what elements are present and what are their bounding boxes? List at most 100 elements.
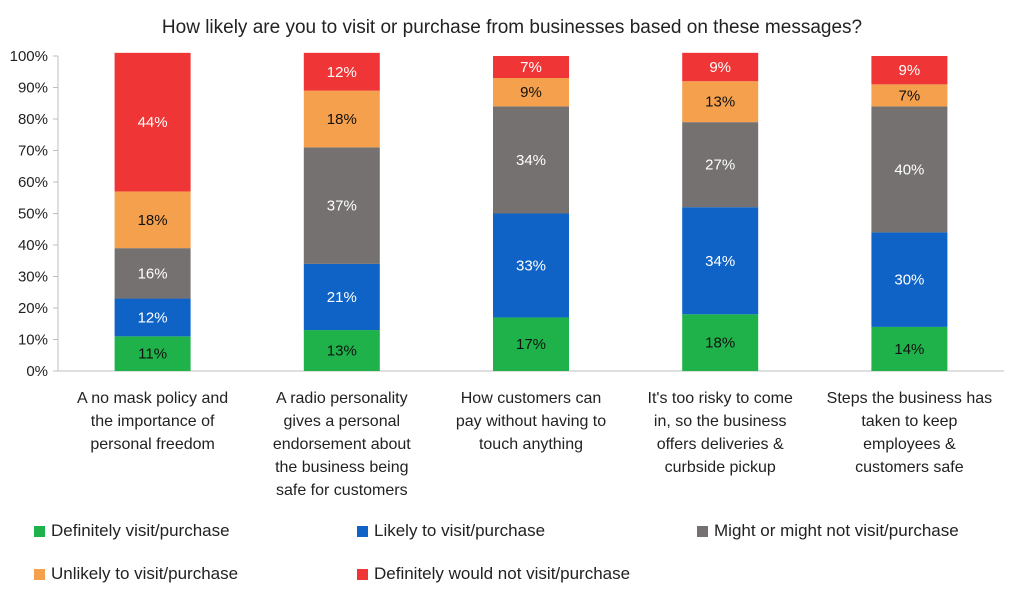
bar-segment: [493, 56, 569, 79]
bar-segment: [303, 90, 380, 148]
bar-segment: [114, 298, 191, 337]
bar-segment: [493, 213, 569, 318]
data-label: 17%: [516, 336, 546, 353]
category-label: the importance of: [91, 413, 215, 430]
data-label: 18%: [705, 335, 735, 352]
y-tick-label: 80%: [18, 111, 48, 128]
data-label: 14%: [894, 341, 924, 358]
bar-segment: [871, 106, 948, 233]
data-label: 18%: [327, 111, 357, 128]
category-label: A no mask policy and: [77, 390, 228, 407]
data-label: 12%: [327, 64, 357, 81]
bar-segment: [303, 52, 380, 91]
data-label: 9%: [520, 84, 542, 101]
data-label: 37%: [327, 198, 357, 215]
data-label: 12%: [138, 309, 168, 326]
legend-label: Definitely visit/purchase: [51, 521, 230, 540]
y-tick-label: 90%: [18, 80, 48, 97]
data-label: 27%: [705, 157, 735, 174]
y-tick-label: 0%: [26, 363, 48, 380]
legend-swatch: [34, 568, 45, 580]
bar-segment: [114, 336, 191, 371]
category-label: employees &: [863, 436, 956, 453]
category-label: taken to keep: [861, 413, 957, 430]
bar-segment: [871, 84, 948, 107]
chart-plot-area: How likely are you to visit or purchase …: [10, 17, 1004, 499]
y-tick-label: 50%: [18, 206, 48, 223]
category-label: curbside pickup: [665, 459, 776, 476]
y-tick-label: 30%: [18, 269, 48, 286]
legend-label: Unlikely to visit/purchase: [51, 564, 239, 583]
bar-segment: [303, 263, 380, 331]
y-tick-label: 60%: [18, 174, 48, 191]
legend-swatch: [697, 525, 708, 537]
category-label: pay without having to: [456, 413, 606, 430]
data-label: 21%: [327, 289, 357, 306]
category-label: Steps the business has: [827, 390, 992, 407]
data-label: 13%: [705, 94, 735, 111]
category-label: safe for customers: [276, 482, 408, 499]
category-label: A radio personality: [276, 390, 408, 407]
data-label: 30%: [894, 272, 924, 289]
data-label: 7%: [899, 87, 921, 104]
y-tick-label: 70%: [18, 143, 48, 160]
data-label: 9%: [899, 62, 921, 79]
data-label: 11%: [138, 346, 167, 363]
bar-segment: [871, 326, 948, 371]
bar-segment: [114, 191, 191, 249]
bar-segment: [303, 330, 380, 371]
category-label: the business being: [275, 459, 408, 476]
bar-segment: [114, 52, 191, 192]
chart-title: How likely are you to visit or purchase …: [162, 17, 862, 38]
category-label: touch anything: [479, 436, 583, 453]
bar-segment: [871, 56, 948, 85]
data-label: 34%: [705, 253, 735, 270]
legend-item: Definitely visit/purchase: [34, 521, 230, 541]
bar-segment: [682, 122, 759, 208]
data-label: 9%: [709, 59, 731, 76]
data-label: 7%: [520, 59, 542, 76]
category-label: gives a personal: [284, 413, 401, 430]
category-labels: A no mask policy and the importance of per…: [77, 390, 992, 499]
category-label: It's too risky to come: [648, 390, 793, 407]
legend-label: Likely to visit/purchase: [374, 521, 546, 540]
bar-segment: [682, 314, 759, 371]
data-label: 44%: [138, 114, 168, 131]
data-label: 16%: [138, 265, 168, 282]
category-label: How customers can: [461, 390, 602, 407]
data-label: 13%: [327, 343, 357, 360]
bar-segment: [682, 207, 759, 315]
y-tick-label: 40%: [18, 237, 48, 254]
data-label: 40%: [894, 161, 924, 178]
y-axis: 0% 10% 20% 30% 40% 50% 60% 70% 80% 90% 100%: [10, 48, 1004, 380]
legend-swatch: [357, 525, 368, 537]
data-label: 18%: [138, 212, 168, 229]
legend-swatch: [34, 525, 45, 537]
y-tick-label: 20%: [18, 300, 48, 317]
bar-segment: [682, 81, 759, 123]
bar-segment: [682, 52, 759, 82]
legend-item: Likely to visit/purchase: [357, 521, 545, 541]
data-label: 34%: [516, 152, 546, 169]
legend-label: Definitely would not visit/purchase: [374, 564, 631, 583]
bar-segment: [871, 232, 948, 327]
y-tick-label: 100%: [10, 48, 48, 65]
data-label: 33%: [516, 257, 546, 274]
bar-stacks: 11% 12% 16% 18% 44% 13% 21% 37% 18% 12% 17% 33% 34% 9…: [114, 52, 948, 371]
category-label: in, so the business: [654, 413, 787, 430]
category-label: personal freedom: [90, 436, 215, 453]
legend-item: Definitely would not visit/purchase: [357, 564, 630, 584]
bar-segment: [114, 248, 191, 299]
bar-segment: [493, 78, 569, 107]
bar-segment: [493, 106, 569, 214]
bar-segment: [493, 317, 569, 371]
chart-legend: Definitely visit/purchase Likely to visit…: [0, 505, 1024, 605]
legend-label: Might or might not visit/purchase: [714, 521, 959, 540]
bar-segment: [303, 147, 380, 264]
category-label: offers deliveries &: [657, 436, 784, 453]
category-label: customers safe: [855, 459, 964, 476]
legend-item: Unlikely to visit/purchase: [34, 564, 238, 584]
legend-swatch: [357, 568, 368, 580]
category-label: endorsement about: [273, 436, 411, 453]
